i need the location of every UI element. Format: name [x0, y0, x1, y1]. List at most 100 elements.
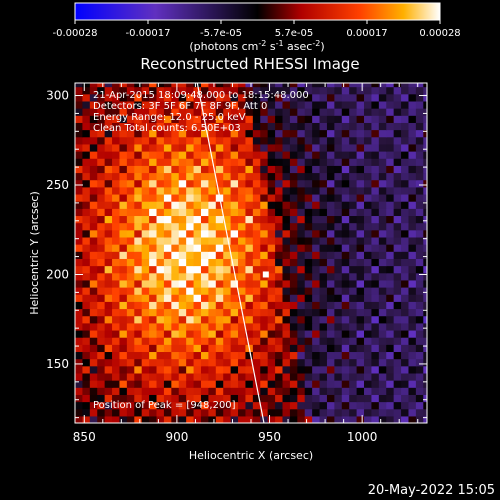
heatmap-cell [393, 401, 402, 410]
heatmap-cell [186, 272, 195, 281]
heatmap-cell [371, 279, 380, 288]
heatmap-cell [401, 351, 410, 360]
heatmap-cell [393, 272, 402, 281]
heatmap-cell [364, 337, 373, 345]
heatmap-cell [230, 86, 239, 95]
heatmap-cell [215, 93, 224, 102]
heatmap-cell [364, 344, 373, 353]
heatmap-cell [186, 408, 195, 417]
heatmap-cell [193, 122, 202, 131]
heatmap-cell [156, 136, 165, 145]
heatmap-cell [238, 251, 247, 259]
heatmap-cell [312, 322, 321, 331]
heatmap-cell [238, 122, 247, 131]
heatmap-cell [215, 115, 224, 123]
heatmap-cell [156, 158, 165, 166]
heatmap-cell [200, 351, 209, 360]
heatmap-cell [245, 222, 254, 231]
heatmap-cell [312, 372, 321, 381]
heatmap-cell [341, 401, 350, 410]
heatmap-cell [334, 122, 343, 131]
heatmap-cell [378, 158, 387, 166]
heatmap-cell [119, 215, 128, 224]
heatmap-cell [326, 251, 335, 259]
heatmap-cell [215, 172, 224, 181]
heatmap-cell [134, 129, 143, 138]
heatmap-cell [252, 86, 261, 95]
heatmap-cell [312, 236, 321, 245]
heatmap-cell [178, 193, 187, 202]
heatmap-cell [223, 394, 232, 403]
heatmap-cell [89, 408, 98, 417]
heatmap-cell [326, 222, 335, 231]
heatmap-cell [371, 415, 380, 423]
heatmap-cell [186, 287, 195, 295]
heatmap-cell [156, 122, 165, 131]
heatmap-cell [149, 129, 158, 138]
heatmap-cell [341, 143, 350, 152]
heatmap-cell [223, 83, 232, 88]
heatmap-cell [297, 272, 306, 281]
heatmap-cell [156, 287, 165, 295]
heatmap-cell [141, 143, 150, 152]
heatmap-cell [408, 401, 417, 410]
heatmap-cell [171, 229, 180, 238]
heatmap-cell [326, 236, 335, 245]
heatmap-cell [289, 344, 298, 353]
heatmap-cell [245, 365, 254, 374]
heatmap-cell [112, 86, 121, 95]
heatmap-cell [282, 93, 291, 102]
heatmap-cell [245, 136, 254, 145]
heatmap-cell [97, 158, 106, 166]
heatmap-cell [134, 365, 143, 374]
heatmap-cell [126, 136, 135, 145]
heatmap-cell [149, 108, 158, 116]
heatmap-cell [364, 201, 373, 209]
heatmap-cell [364, 358, 373, 367]
heatmap-cell [149, 337, 158, 345]
heatmap-cell [126, 415, 135, 423]
heatmap-cell [356, 279, 365, 288]
heatmap-cell [408, 115, 417, 123]
heatmap-cell [156, 265, 165, 274]
heatmap-cell [275, 115, 284, 123]
heatmap-cell [112, 394, 121, 403]
heatmap-cell [319, 93, 328, 102]
heatmap-cell [223, 108, 232, 116]
heatmap-cell [319, 279, 328, 288]
heatmap-cell [275, 83, 284, 88]
heatmap-cell [89, 129, 98, 138]
heatmap-cell [289, 129, 298, 138]
heatmap-cell [393, 394, 402, 403]
heatmap-cell [75, 380, 84, 388]
heatmap-cell [326, 265, 335, 274]
heatmap-cell [423, 193, 427, 202]
heatmap-cell [386, 108, 395, 116]
heatmap-cell [371, 394, 380, 403]
heatmap-cell [393, 337, 402, 345]
heatmap-cell [349, 229, 358, 238]
heatmap-cell [215, 279, 224, 288]
heatmap-cell [282, 372, 291, 381]
heatmap-cell [208, 322, 217, 331]
heatmap-cell [282, 251, 291, 259]
heatmap-cell [356, 143, 365, 152]
heatmap-cell [149, 351, 158, 360]
heatmap-cell [386, 365, 395, 374]
heatmap-cell [97, 115, 106, 123]
heatmap-cell [326, 143, 335, 152]
heatmap-cell [223, 272, 232, 281]
heatmap-cell [275, 108, 284, 116]
heatmap-cell [112, 372, 121, 381]
heatmap-cell [341, 215, 350, 224]
heatmap-cell [163, 251, 172, 259]
heatmap-cell [208, 193, 217, 202]
heatmap-cell [386, 251, 395, 259]
heatmap-cell [267, 158, 276, 166]
heatmap-cell [378, 108, 387, 116]
heatmap-cell [89, 380, 98, 388]
heatmap-cell [341, 372, 350, 381]
heatmap-cell [386, 358, 395, 367]
heatmap-cell [104, 165, 113, 174]
heatmap-cell [356, 358, 365, 367]
